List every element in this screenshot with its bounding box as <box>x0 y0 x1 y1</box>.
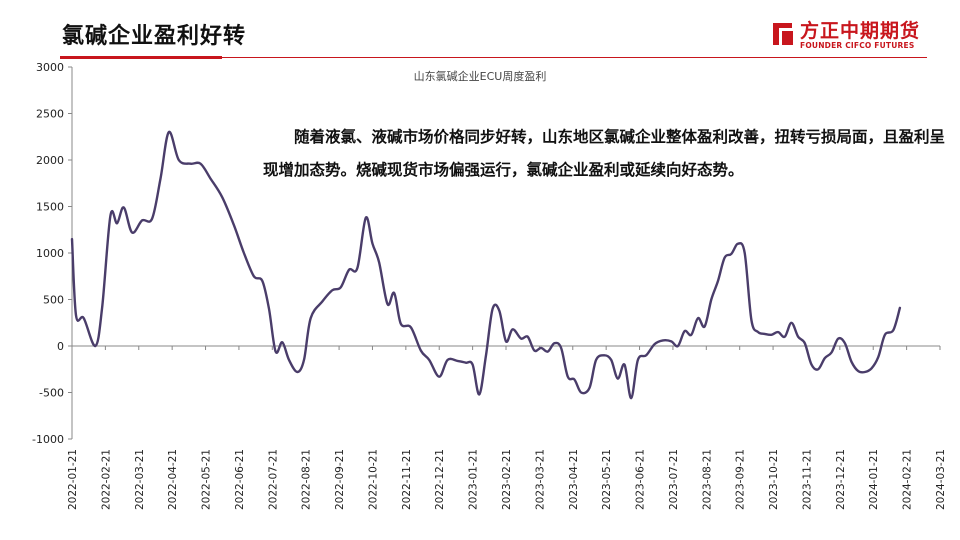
y-tick-label: -1000 <box>32 433 64 446</box>
x-tick-label: 2022-03-21 <box>134 449 146 510</box>
y-tick-label: 500 <box>43 294 64 307</box>
x-tick-label: 2022-05-21 <box>201 449 213 510</box>
x-tick-label: 2023-07-21 <box>668 449 680 510</box>
y-tick-label: 3000 <box>36 61 64 74</box>
x-tick-label: 2023-10-21 <box>768 449 780 510</box>
chart-title: 山东氯碱企业ECU周度盈利 <box>414 69 547 83</box>
x-tick-label: 2023-01-21 <box>468 449 480 510</box>
x-tick-label: 2022-10-21 <box>367 449 379 510</box>
logo-subtitle: FOUNDER CIFCO FUTURES <box>800 41 915 50</box>
x-tick-label: 2023-11-21 <box>801 449 813 510</box>
x-tick-label: 2024-01-21 <box>868 449 880 510</box>
x-tick-label: 2022-02-21 <box>100 449 112 510</box>
y-tick-label: 0 <box>57 340 64 353</box>
y-axis: 3000 2500 2000 1500 1000 500 0 -500 -1000 <box>32 61 73 446</box>
x-tick-label: 2023-04-21 <box>568 449 580 510</box>
x-tick-label: 2022-09-21 <box>334 449 346 510</box>
page-title: 氯碱企业盈利好转 <box>62 24 247 49</box>
x-tick-label: 2024-03-21 <box>935 449 947 510</box>
x-tick-label: 2024-02-21 <box>902 449 914 510</box>
series-line <box>70 130 902 400</box>
y-tick-label: 2500 <box>36 108 64 121</box>
x-tick-label: 2022-12-21 <box>434 449 446 510</box>
title-underline <box>222 57 927 58</box>
x-tick-label: 2023-12-21 <box>835 449 847 510</box>
title-underline-accent <box>60 56 222 59</box>
x-tick-label: 2022-11-21 <box>401 449 413 510</box>
x-tick-label: 2023-02-21 <box>501 449 513 510</box>
x-tick-label: 2023-05-21 <box>601 449 613 510</box>
x-tick-label: 2022-08-21 <box>301 449 313 510</box>
y-tick-label: -500 <box>39 387 64 400</box>
x-tick-label: 2022-07-21 <box>267 449 279 510</box>
x-tick-label: 2023-08-21 <box>701 449 713 510</box>
x-tick-label: 2023-03-21 <box>534 449 546 510</box>
y-tick-label: 1000 <box>36 247 64 260</box>
logo-name: 方正中期期货 <box>800 20 921 42</box>
x-tick-labels: 2022-01-21 2022-02-21 2022-03-21 2022-04-21… <box>67 449 947 510</box>
commentary-text: 随着液氯、液碱市场价格同步好转，山东地区氯碱企业整体盈利改善，扭转亏损局面，且盈… <box>263 127 946 179</box>
x-tick-label: 2023-06-21 <box>635 449 647 510</box>
x-tick-label: 2023-09-21 <box>735 449 747 510</box>
y-tick-label: 1500 <box>36 201 64 214</box>
x-tick-label: 2022-01-21 <box>67 449 79 510</box>
company-logo: 方正中期期货 FOUNDER CIFCO FUTURES <box>770 16 930 56</box>
y-tick-label: 2000 <box>36 154 64 167</box>
logo-mark-icon <box>773 23 793 45</box>
x-tick-label: 2022-04-21 <box>167 449 179 510</box>
x-axis <box>71 345 941 350</box>
x-tick-label: 2022-06-21 <box>234 449 246 510</box>
